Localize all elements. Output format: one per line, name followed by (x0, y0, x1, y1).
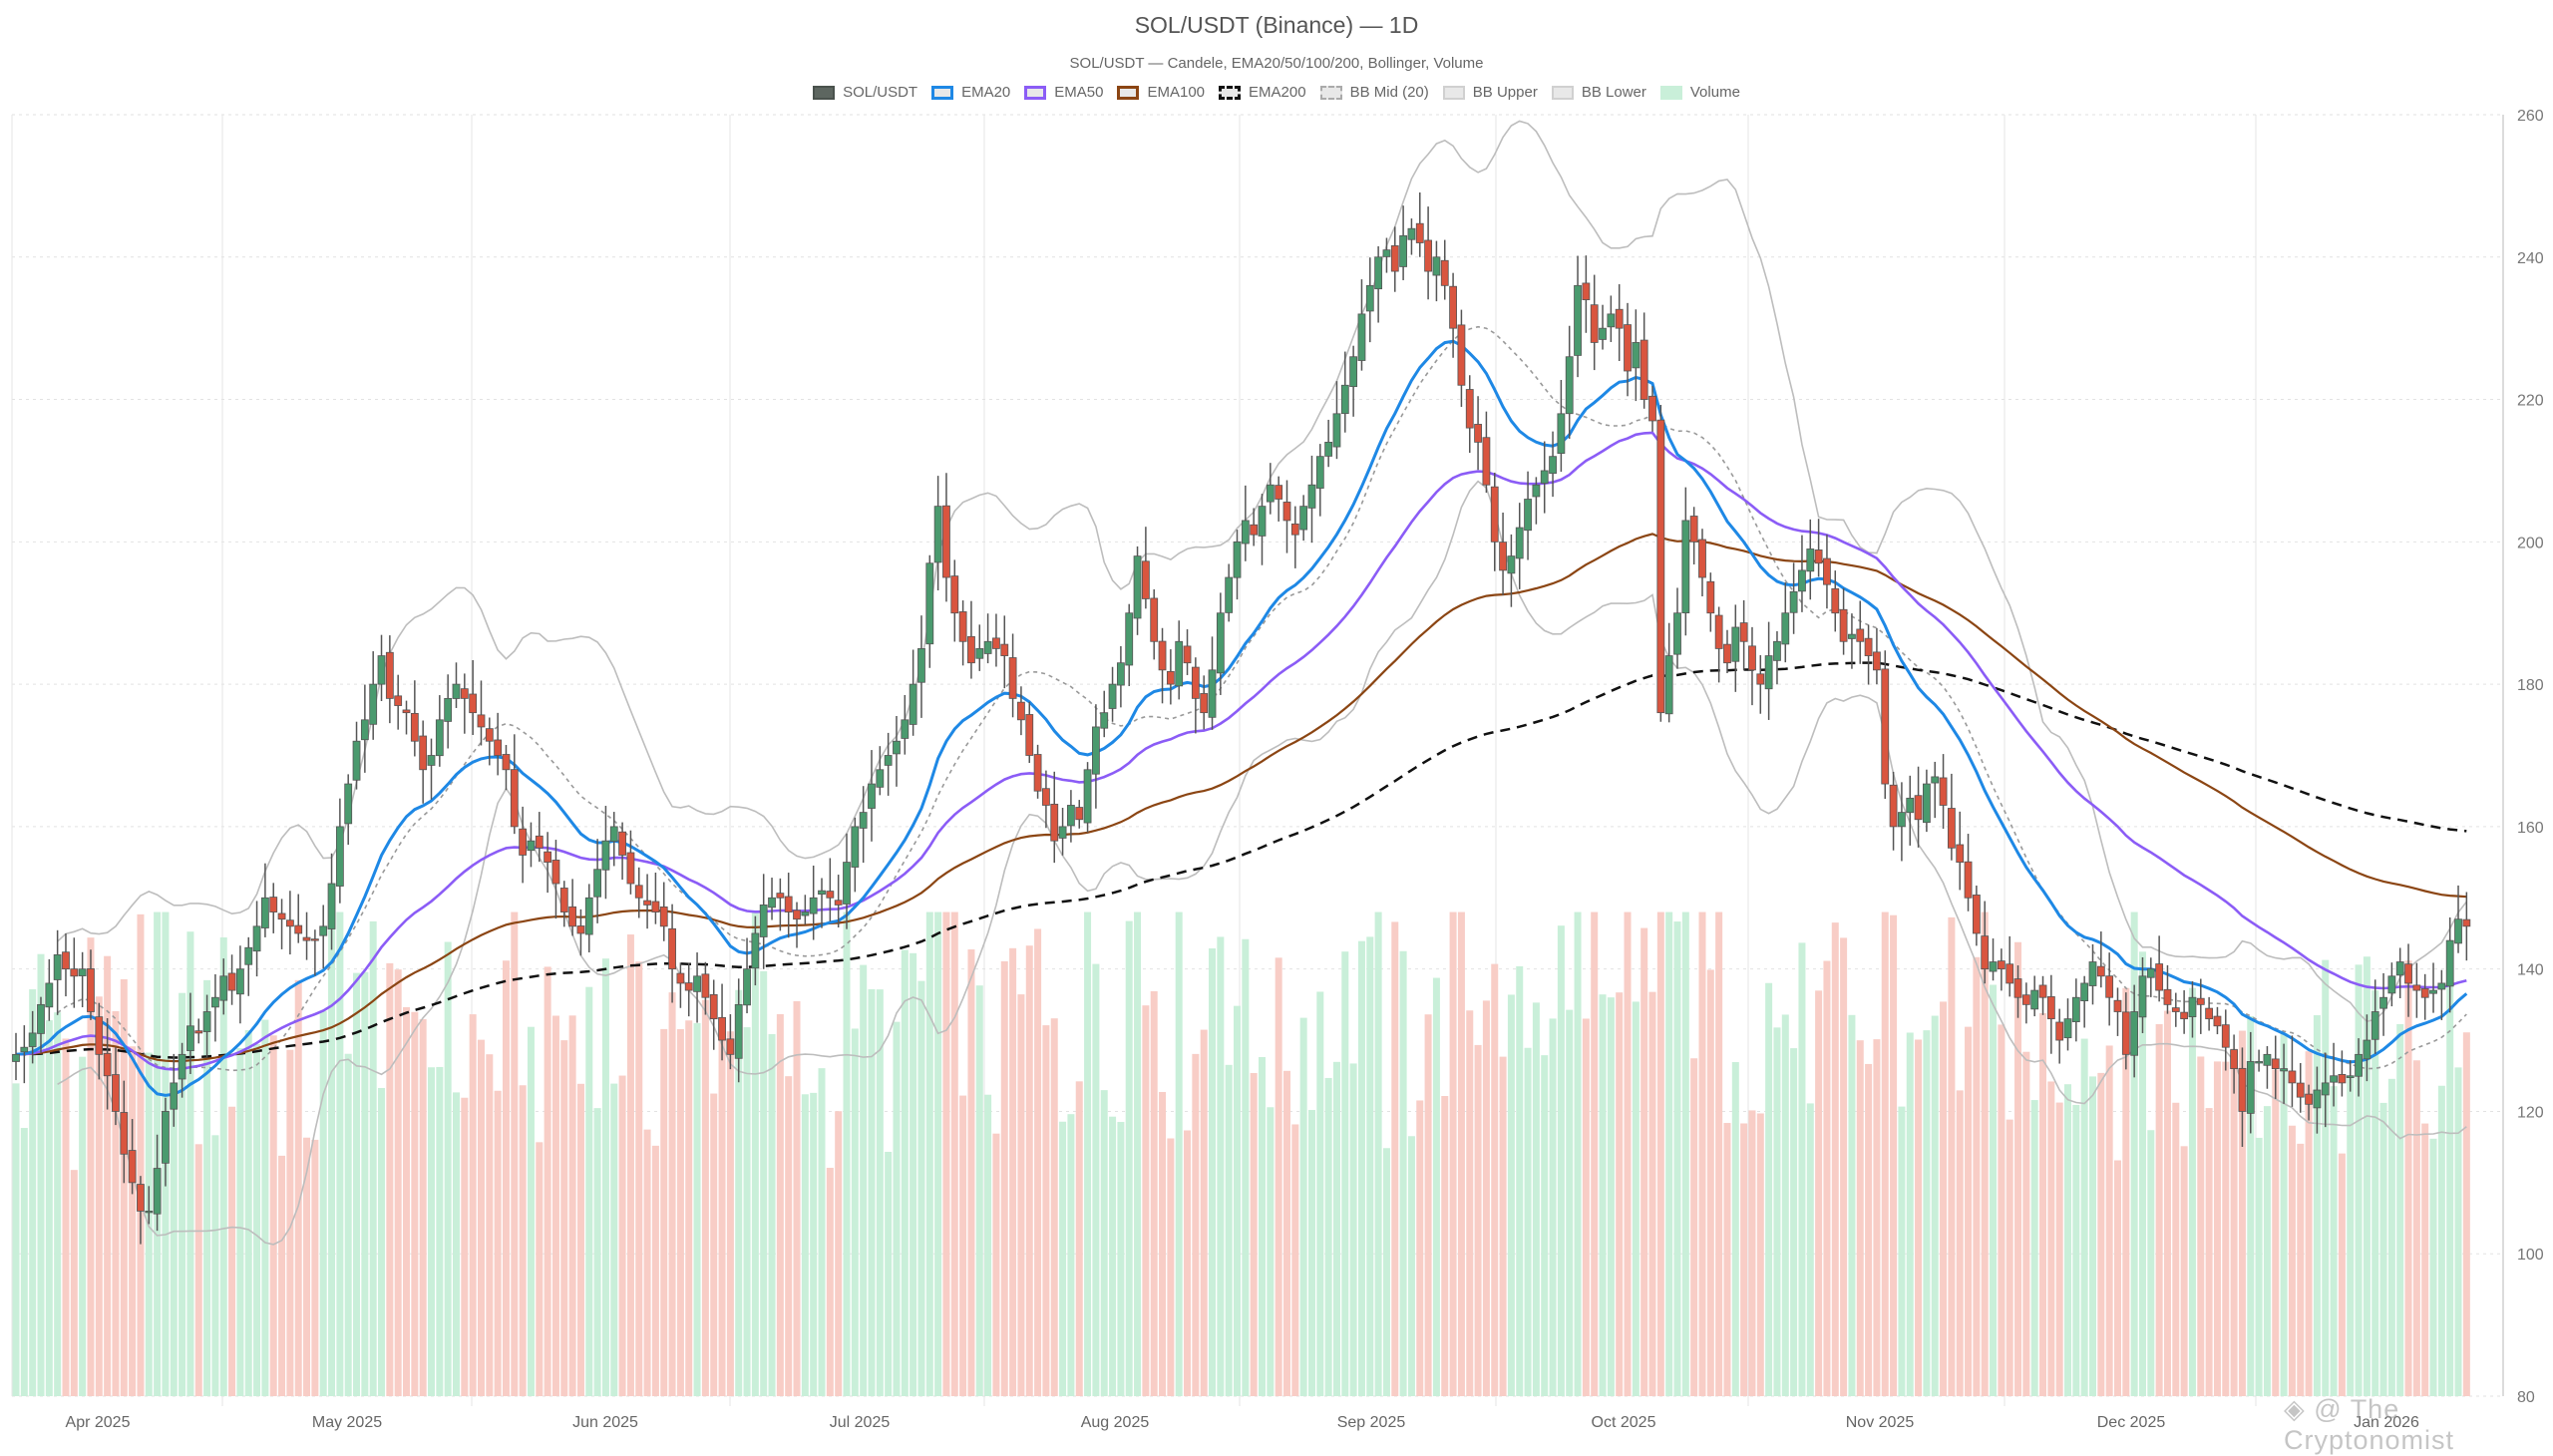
ema20-line (15, 339, 2468, 1097)
legend-label: EMA20 (961, 84, 1011, 101)
x-tick-label: Apr 2025 (66, 1414, 131, 1431)
legend-label: EMA50 (1054, 84, 1104, 101)
legend-label: Volume (1689, 84, 1740, 101)
legend-item-ema20[interactable]: EMA20 (931, 84, 1010, 101)
x-tick-label: Oct 2025 (1592, 1414, 1656, 1431)
legend-item-solusdt[interactable]: SOL/USDT (813, 84, 917, 101)
legend-label: SOL/USDT (843, 84, 918, 101)
legend-label: BB Mid (20) (1349, 84, 1429, 101)
legend-label: EMA200 (1249, 84, 1306, 101)
y-tick-label: 120 (2517, 1104, 2544, 1121)
candles (12, 191, 2471, 1245)
ema200-line (16, 661, 2467, 1059)
chart-title: SOL/USDT (Binance) — 1D (1134, 12, 1419, 38)
watermark: ◈ @ The Cryptonomist (2284, 1394, 2455, 1455)
ema50-line (15, 431, 2467, 1071)
bb-mid-line (57, 325, 2467, 1072)
legend-item-bb-mid[interactable]: BB Mid (20) (1319, 84, 1429, 101)
legend-item-ema100[interactable]: EMA100 (1117, 84, 1205, 101)
y-tick-label: 160 (2517, 820, 2544, 837)
legend-label: BB Lower (1581, 84, 1646, 101)
y-tick-label: 180 (2517, 677, 2544, 694)
legend-label: EMA100 (1147, 84, 1206, 101)
legend-item-bb-upper[interactable]: BB Upper (1442, 84, 1538, 101)
x-tick-label: Aug 2025 (1081, 1414, 1150, 1431)
y-tick-label: 140 (2517, 962, 2544, 979)
x-tick-label: Jul 2025 (830, 1414, 891, 1431)
bb-lower-swatch-icon (1551, 85, 1574, 100)
ema100-swatch-icon (1117, 85, 1140, 100)
y-tick-label: 200 (2517, 535, 2544, 551)
y-tick-label: 220 (2517, 393, 2544, 410)
ema100-line (15, 533, 2467, 1063)
volume-bars (12, 911, 2470, 1396)
legend-item-ema200[interactable]: EMA200 (1219, 84, 1306, 101)
bb-mid-swatch-icon (1319, 85, 1342, 100)
x-tick-label: Dec 2025 (2097, 1414, 2166, 1431)
y-tick-label: 260 (2517, 108, 2544, 125)
bb-upper-line (57, 120, 2467, 1023)
x-tick-label: Jan 2026 (2354, 1414, 2419, 1431)
chart-subtitle: SOL/USDT — Candele, EMA20/50/100/200, Bo… (1069, 55, 1484, 72)
y-tick-label: 240 (2517, 250, 2544, 267)
ema50-swatch-icon (1024, 85, 1047, 100)
bb-lower-line (57, 480, 2467, 1246)
candles-swatch-icon (813, 85, 836, 100)
legend-item-volume[interactable]: Volume (1659, 84, 1740, 101)
ema20-swatch-icon (931, 85, 954, 100)
legend-label: BB Upper (1472, 84, 1538, 101)
x-tick-label: Sep 2025 (1337, 1414, 1406, 1431)
legend-item-ema50[interactable]: EMA50 (1024, 84, 1103, 101)
x-tick-label: May 2025 (312, 1414, 382, 1431)
y-tick-label: 100 (2517, 1247, 2544, 1264)
chart-legend: SOL/USDT EMA20 EMA50 EMA100 EMA200 BB Mi… (0, 84, 2553, 101)
bb-upper-swatch-icon (1442, 85, 1465, 100)
ema200-swatch-icon (1219, 85, 1242, 100)
x-tick-label: Jun 2025 (572, 1414, 638, 1431)
volume-swatch-icon (1659, 85, 1682, 100)
y-tick-label: 80 (2517, 1389, 2535, 1406)
x-tick-label: Nov 2025 (1846, 1414, 1915, 1431)
legend-item-bb-lower[interactable]: BB Lower (1551, 84, 1646, 101)
